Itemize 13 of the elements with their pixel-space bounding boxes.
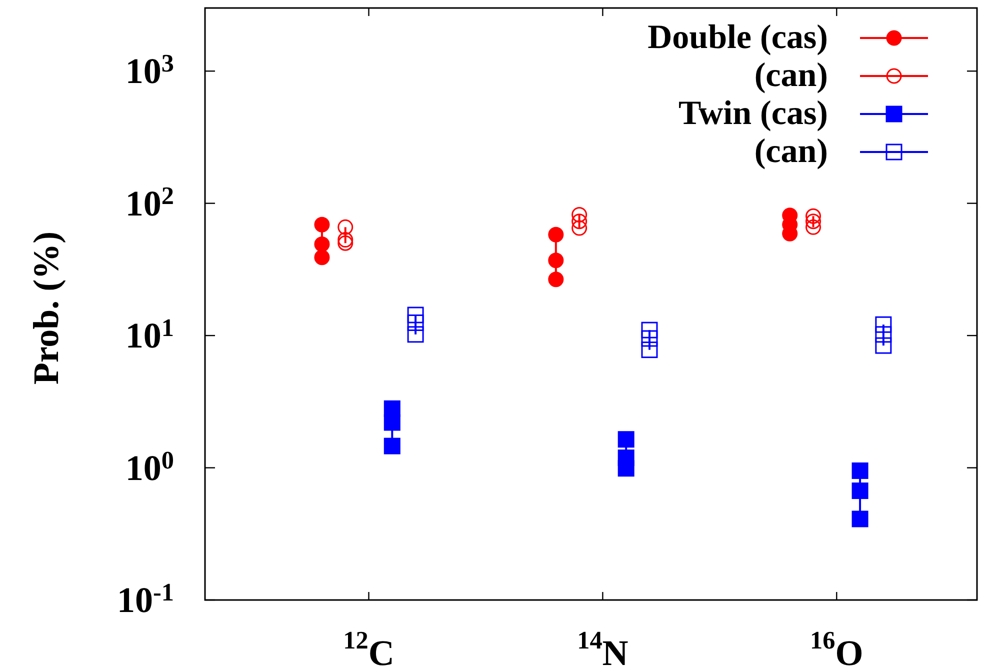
legend-label: Twin (cas) xyxy=(678,95,828,132)
legend-label: (can) xyxy=(754,57,828,94)
legend-label: Double (cas) xyxy=(648,19,828,56)
y-tick-label: 10$^{-1}$ xyxy=(117,580,174,620)
legend-label: (can) xyxy=(754,133,828,170)
x-tick-label: $^{14}$N xyxy=(577,628,628,668)
y-tick-label: 10$^{3}$ xyxy=(125,50,174,92)
y-tick-label: 10$^{0}$ xyxy=(125,447,174,488)
y-axis-title: Prob. (%) xyxy=(26,231,66,385)
y-tick-label: 10$^{2}$ xyxy=(125,182,174,224)
y-tick-label: 10$^{1}$ xyxy=(125,315,174,356)
x-tick-label: $^{12}$C xyxy=(343,628,394,668)
x-tick-label: $^{16}$O xyxy=(810,628,864,668)
